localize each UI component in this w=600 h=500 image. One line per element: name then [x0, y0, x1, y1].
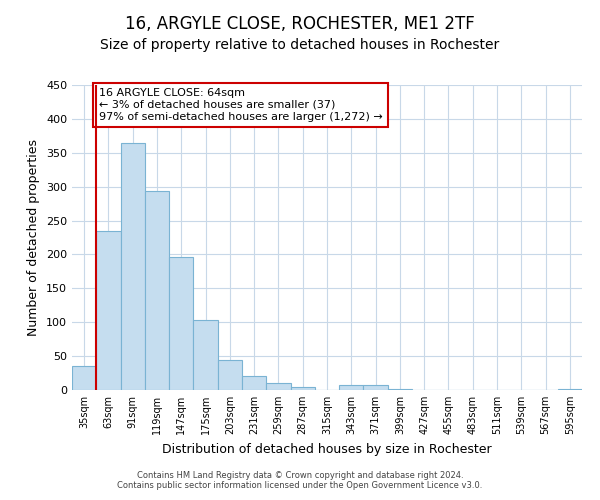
Text: 16 ARGYLE CLOSE: 64sqm
← 3% of detached houses are smaller (37)
97% of semi-deta: 16 ARGYLE CLOSE: 64sqm ← 3% of detached …: [99, 88, 382, 122]
X-axis label: Distribution of detached houses by size in Rochester: Distribution of detached houses by size …: [162, 442, 492, 456]
Text: 16, ARGYLE CLOSE, ROCHESTER, ME1 2TF: 16, ARGYLE CLOSE, ROCHESTER, ME1 2TF: [125, 15, 475, 33]
Y-axis label: Number of detached properties: Number of detached properties: [28, 139, 40, 336]
Bar: [266, 383, 290, 390]
Bar: [72, 366, 96, 390]
Bar: [169, 257, 193, 390]
Bar: [121, 142, 145, 390]
Bar: [558, 388, 582, 390]
Bar: [339, 384, 364, 390]
Text: Contains HM Land Registry data © Crown copyright and database right 2024.
Contai: Contains HM Land Registry data © Crown c…: [118, 470, 482, 490]
Bar: [388, 388, 412, 390]
Text: Size of property relative to detached houses in Rochester: Size of property relative to detached ho…: [100, 38, 500, 52]
Bar: [145, 192, 169, 390]
Bar: [290, 386, 315, 390]
Bar: [218, 360, 242, 390]
Bar: [242, 376, 266, 390]
Bar: [364, 384, 388, 390]
Bar: [96, 232, 121, 390]
Bar: [193, 320, 218, 390]
